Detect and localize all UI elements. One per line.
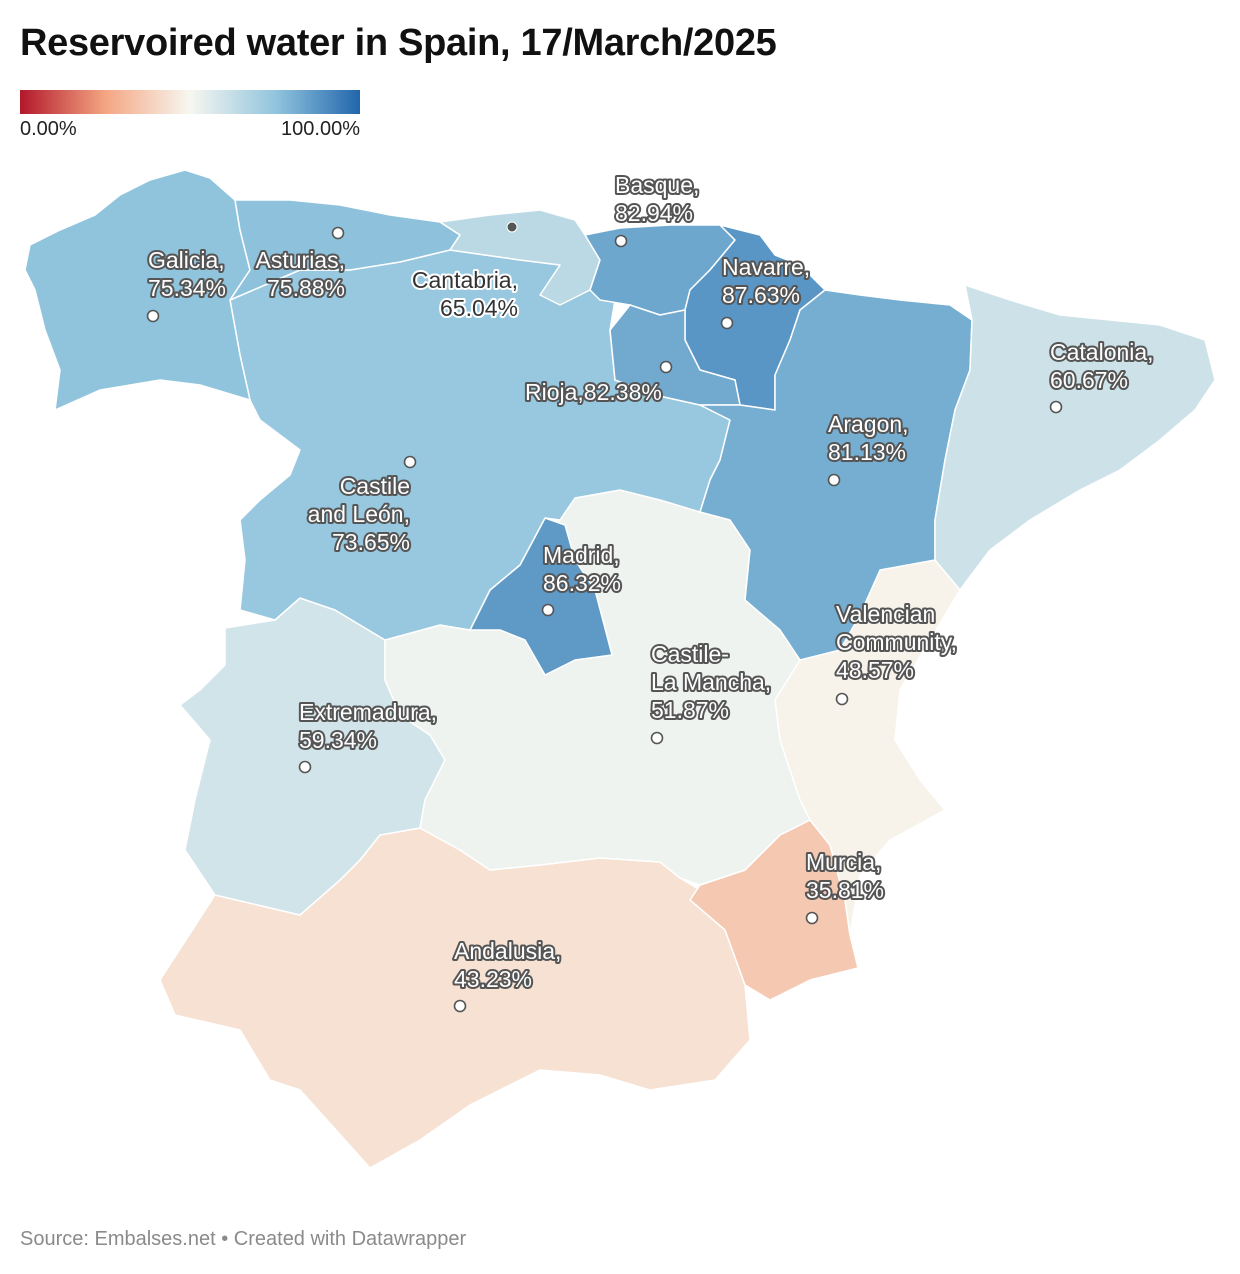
marker-aragon[interactable] xyxy=(827,473,841,487)
label-line: 87.63% xyxy=(722,282,800,308)
label-line: Basque, xyxy=(615,172,699,198)
label-rioja: Rioja,82.38% xyxy=(525,379,662,405)
label-line: 35.81% xyxy=(806,877,884,903)
label-line: Aragon, xyxy=(828,411,909,437)
legend-labels: 0.00% 100.00% xyxy=(20,118,360,141)
label-line: Valencian xyxy=(836,601,935,627)
label-line: Murcia, xyxy=(806,849,881,875)
label-extremadura: Extremadura, 59.34% xyxy=(299,699,437,753)
marker-castile-mancha[interactable] xyxy=(650,731,664,745)
region-cantabria[interactable] xyxy=(439,209,601,306)
label-line: Extremadura, xyxy=(299,699,437,725)
label-line: La Mancha, xyxy=(651,669,771,695)
label-galicia: Galicia, 75.34% xyxy=(148,247,226,301)
label-line: 48.57% xyxy=(836,657,914,683)
label-catalonia: Catalonia, 60.67% xyxy=(1050,339,1154,393)
label-madrid: Madrid, 86.32% xyxy=(543,542,621,596)
label-line: 60.67% xyxy=(1050,367,1128,393)
label-line: 75.34% xyxy=(148,275,226,301)
label-basque: Basque, 82.94% xyxy=(615,172,699,226)
footer-separator: • xyxy=(215,1228,234,1250)
label-cantabria: Cantabria, 65.04% xyxy=(412,267,518,321)
label-line: Madrid, xyxy=(543,542,620,568)
marker-murcia[interactable] xyxy=(805,911,819,925)
label-andalusia: Andalusia, 43.23% xyxy=(454,938,561,992)
label-line: 65.04% xyxy=(440,295,518,321)
label-line: Cantabria, xyxy=(412,267,518,293)
color-legend: 0.00% 100.00% xyxy=(20,90,360,141)
marker-rioja[interactable] xyxy=(659,360,673,374)
label-line: 43.23% xyxy=(454,966,532,992)
marker-castile-leon[interactable] xyxy=(403,455,417,469)
regions-layer xyxy=(24,169,1216,1169)
label-line: 51.87% xyxy=(651,697,729,723)
labels-layer: Galicia, 75.34%Asturias, 75.88% Cantabria, 6… xyxy=(146,170,1156,994)
label-line: Rioja,82.38% xyxy=(525,379,662,405)
label-line: 82.94% xyxy=(615,200,693,226)
label-line: Navarre, xyxy=(722,254,810,280)
label-line: Asturias, xyxy=(256,247,345,273)
label-line: 86.32% xyxy=(543,570,621,596)
label-navarre: Navarre, 87.63% xyxy=(722,254,810,308)
marker-valencia[interactable] xyxy=(835,692,849,706)
label-line: 59.34% xyxy=(299,727,377,753)
label-line: Galicia, xyxy=(148,247,225,273)
label-line: and León, xyxy=(308,501,410,527)
map-title: Reservoired water in Spain, 17/March/202… xyxy=(20,22,777,64)
marker-galicia[interactable] xyxy=(146,309,160,323)
label-castile-leon: Castile and León, 73.65% xyxy=(308,473,410,555)
marker-extremadura[interactable] xyxy=(298,760,312,774)
label-line: Community, xyxy=(836,629,957,655)
footer-credit[interactable]: Created with Datawrapper xyxy=(233,1228,467,1250)
label-aragon: Aragon, 81.13% xyxy=(828,411,909,465)
marker-andalusia[interactable] xyxy=(453,999,467,1013)
label-line: 81.13% xyxy=(828,439,906,465)
legend-min-label: 0.00% xyxy=(20,118,77,140)
region-galicia[interactable] xyxy=(24,169,251,411)
label-line: 73.65% xyxy=(332,529,410,555)
legend-gradient-bar xyxy=(20,90,360,114)
label-castile-mancha: Castile-La Mancha, 51.87% xyxy=(651,641,771,723)
label-line: 75.88% xyxy=(267,275,345,301)
label-valencia: Valencian Community, 48.57% xyxy=(836,601,957,683)
marker-navarre[interactable] xyxy=(720,316,734,330)
label-line: Castile xyxy=(340,473,410,499)
label-murcia: Murcia, 35.81% xyxy=(806,849,884,903)
region-catalonia[interactable] xyxy=(934,284,1216,591)
label-asturias: Asturias, 75.88% xyxy=(256,247,345,301)
dots-layer xyxy=(146,221,1063,1013)
legend-max-label: 100.00% xyxy=(281,118,360,140)
footer: Source: Embalses.net • Created with Data… xyxy=(20,1228,466,1251)
region-asturias[interactable] xyxy=(229,199,461,301)
label-line: Andalusia, xyxy=(454,938,561,964)
label-line: Castile- xyxy=(651,641,729,667)
marker-catalonia[interactable] xyxy=(1049,400,1063,414)
marker-madrid[interactable] xyxy=(541,603,555,617)
marker-asturias[interactable] xyxy=(331,226,345,240)
region-rioja[interactable] xyxy=(609,304,741,406)
label-line: Catalonia, xyxy=(1050,339,1154,365)
marker-cantabria[interactable] xyxy=(506,221,518,233)
footer-source: Source: Embalses.net xyxy=(20,1228,216,1250)
marker-basque[interactable] xyxy=(614,234,628,248)
